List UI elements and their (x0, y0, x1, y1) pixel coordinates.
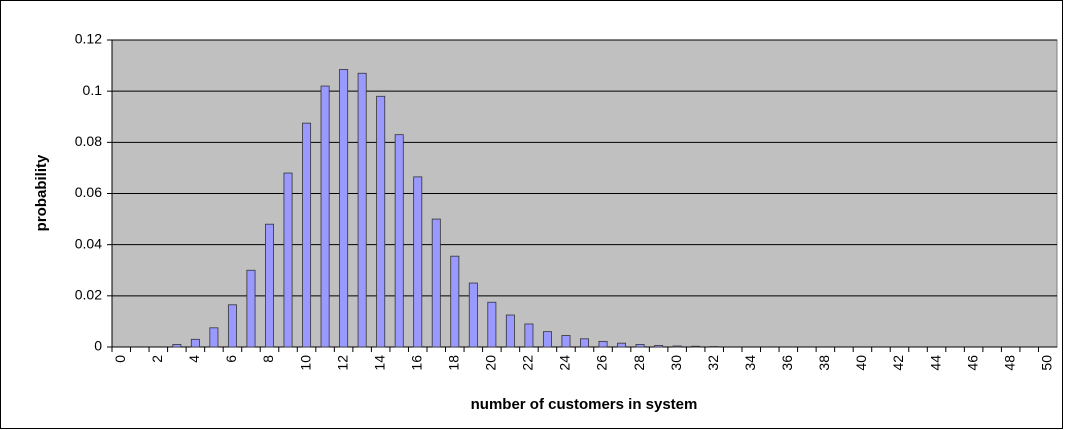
x-tick-label: 40 (853, 355, 869, 371)
x-tick-label: 4 (186, 355, 202, 363)
y-tick-label: 0.02 (75, 287, 102, 303)
bar (691, 345, 701, 348)
x-tick-label: 34 (742, 355, 758, 371)
bar (209, 327, 219, 348)
x-tick-label: 44 (927, 355, 943, 371)
bar (709, 346, 719, 348)
bar (672, 345, 682, 348)
bar (227, 304, 237, 348)
bar (654, 345, 664, 348)
bar (450, 255, 460, 348)
y-tick-label: 0.12 (75, 31, 102, 47)
bar (339, 69, 349, 348)
bar (468, 282, 478, 348)
x-tick-label: 46 (964, 355, 980, 371)
bar (561, 335, 571, 348)
bar (172, 344, 182, 348)
x-tick-label: 2 (149, 355, 165, 363)
x-tick-label: 28 (631, 355, 647, 371)
x-tick-label: 36 (779, 355, 795, 371)
x-tick-label: 14 (371, 355, 387, 371)
bar (580, 338, 589, 348)
x-tick-label: 30 (668, 355, 684, 371)
bar (320, 85, 330, 348)
x-tick-label: 24 (557, 355, 573, 371)
x-axis-title: number of customers in system (471, 396, 698, 413)
x-tick-label: 38 (816, 355, 832, 371)
x-tick-label: 20 (483, 355, 499, 371)
bar (283, 172, 293, 348)
bar (413, 176, 423, 348)
x-tick-label: 8 (260, 355, 276, 363)
x-tick-label: 10 (297, 355, 313, 371)
x-tick-label: 42 (890, 355, 906, 371)
bar (376, 95, 386, 348)
y-tick-label: 0.1 (83, 82, 103, 98)
bar (505, 314, 515, 348)
x-tick-label: 0 (112, 355, 128, 363)
x-tick-label: 6 (223, 355, 239, 363)
bar (394, 134, 404, 348)
y-tick-label: 0 (94, 338, 102, 354)
y-tick-label: 0.04 (75, 235, 102, 251)
x-tick-label: 32 (705, 355, 721, 371)
bar (635, 344, 645, 348)
bar (617, 342, 627, 348)
x-tick-label: 12 (334, 355, 350, 371)
y-axis-title: probability (33, 154, 50, 231)
x-tick-label: 50 (1038, 355, 1054, 371)
x-tick-label: 22 (520, 355, 536, 371)
y-tick-label: 0.06 (75, 184, 102, 200)
x-tick-label: 16 (408, 355, 424, 371)
bar (542, 331, 552, 348)
bar (190, 338, 200, 348)
bar (431, 218, 441, 348)
bar (487, 301, 497, 348)
bar (246, 269, 256, 348)
bar (357, 72, 367, 348)
bar (302, 122, 312, 348)
y-tick-label: 0.08 (75, 133, 102, 149)
x-tick-label: 48 (1001, 355, 1017, 371)
x-tick-label: 26 (594, 355, 610, 371)
x-tick-label: 18 (445, 355, 461, 371)
bar (265, 223, 274, 348)
bar (598, 340, 608, 348)
bar (524, 323, 534, 348)
